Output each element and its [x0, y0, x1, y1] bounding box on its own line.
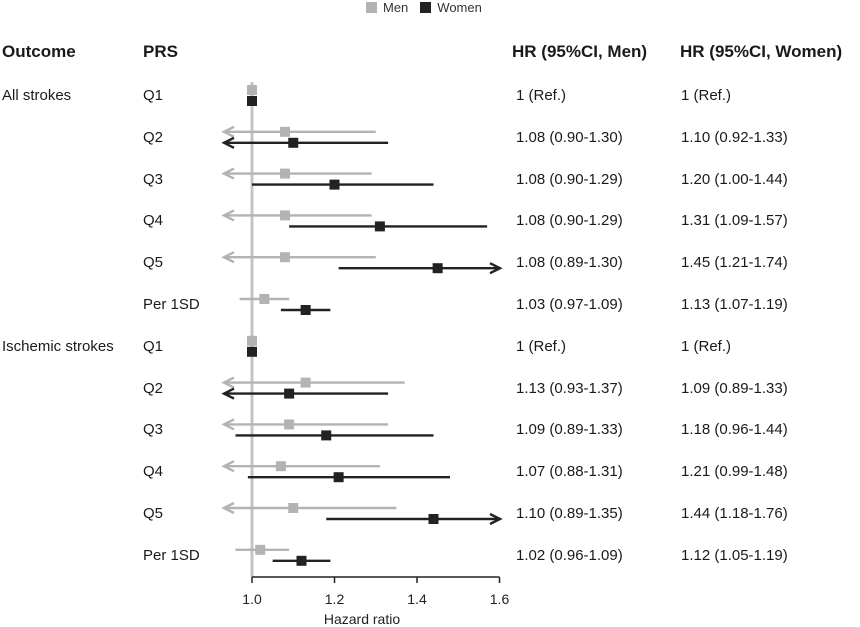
hr-women-value: 1.20 (1.00-1.44) — [681, 170, 788, 188]
women-point — [247, 346, 257, 357]
prs-label: Q3 — [143, 421, 164, 439]
women-point — [374, 221, 385, 232]
header-outcome: Outcome — [2, 42, 76, 61]
hr-men-value: 1 (Ref.) — [516, 87, 567, 104]
prs-label: Per 1SD — [143, 546, 200, 564]
prs-label: Q5 — [143, 254, 164, 272]
men-point — [275, 461, 286, 472]
header-hr-men: HR (95%CI, Men) — [512, 42, 648, 61]
men-ci-arrow-left — [221, 251, 235, 264]
hr-men-value: 1.10 (0.89-1.35) — [516, 505, 623, 522]
legend-swatch-men — [366, 2, 377, 13]
women-point — [333, 472, 344, 483]
legend: Men Women — [366, 0, 494, 15]
prs-label: Q4 — [143, 212, 164, 230]
hr-women-value: 1.13 (1.07-1.19) — [681, 296, 788, 313]
hr-men-value: 1.08 (0.89-1.30) — [516, 254, 623, 272]
men-ci-arrow-left — [221, 460, 235, 473]
men-point — [259, 294, 270, 304]
x-tick-label: 1.0 — [242, 591, 262, 607]
legend-item-women: Women — [420, 0, 482, 15]
outcome-label: All strokes — [2, 87, 72, 104]
hr-men-value: 1.02 (0.96-1.09) — [516, 546, 623, 564]
women-ci-arrow-right — [489, 262, 503, 275]
hr-women-value: 1.45 (1.21-1.74) — [681, 254, 788, 272]
men-ci-arrow-left — [221, 376, 235, 389]
prs-label: Q5 — [143, 505, 164, 522]
x-tick-label: 1.4 — [407, 591, 427, 607]
men-point — [280, 210, 290, 221]
legend-item-men: Men — [366, 0, 408, 15]
hr-men-value: 1.09 (0.89-1.33) — [516, 421, 623, 439]
men-point — [255, 544, 266, 555]
hr-women-value: 1.21 (0.99-1.48) — [681, 463, 788, 481]
men-ci-arrow-left — [221, 501, 235, 515]
men-point — [300, 377, 311, 388]
women-point — [296, 555, 307, 566]
women-point — [432, 263, 443, 274]
prs-label: Q1 — [143, 87, 164, 104]
hr-men-value: 1.08 (0.90-1.29) — [516, 212, 623, 230]
prs-label: Q1 — [143, 337, 164, 355]
hr-men-value: 1.13 (0.93-1.37) — [516, 379, 623, 397]
hr-women-value: 1.18 (0.96-1.44) — [681, 421, 788, 439]
x-axis-label: Hazard ratio — [324, 611, 400, 627]
x-tick-label: 1.2 — [325, 591, 345, 607]
hr-women-value: 1.12 (1.05-1.19) — [681, 546, 788, 564]
legend-swatch-women — [420, 2, 432, 13]
men-ci-arrow-left — [221, 209, 235, 222]
women-ci-arrow-left — [221, 387, 235, 400]
hr-men-value: 1.03 (0.97-1.09) — [516, 296, 623, 313]
prs-label: Q2 — [143, 128, 164, 146]
men-ci-arrow-left — [221, 167, 235, 180]
men-point — [280, 168, 290, 179]
prs-label: Q2 — [143, 379, 164, 397]
women-point — [284, 388, 295, 399]
legend-label-men: Men — [383, 0, 409, 15]
women-ci-arrow-left — [221, 136, 235, 149]
prs-label: Per 1SD — [143, 296, 200, 313]
men-ci-arrow-left — [221, 125, 235, 138]
legend-label-women: Women — [437, 0, 482, 15]
hr-men-value: 1.07 (0.88-1.31) — [516, 463, 623, 481]
women-ci-arrow-right — [489, 512, 503, 526]
header-hr-women: HR (95%CI, Women) — [680, 42, 843, 61]
hr-men-value: 1.08 (0.90-1.29) — [516, 170, 623, 188]
men-point — [288, 503, 299, 513]
men-point — [247, 335, 257, 346]
women-point — [428, 514, 439, 524]
women-point — [288, 137, 299, 148]
men-point — [247, 85, 257, 95]
hr-women-value: 1.44 (1.18-1.76) — [681, 505, 788, 522]
hr-women-value: 1 (Ref.) — [681, 87, 732, 104]
hr-men-value: 1.08 (0.90-1.30) — [516, 128, 623, 146]
men-point — [280, 126, 290, 137]
men-point — [284, 419, 295, 430]
prs-label: Q3 — [143, 170, 164, 188]
outcome-label: Ischemic strokes — [2, 337, 114, 355]
hr-women-value: 1.09 (0.89-1.33) — [681, 379, 788, 397]
women-point — [321, 430, 332, 441]
header-prs: PRS — [143, 42, 178, 61]
hr-women-value: 1.31 (1.09-1.57) — [681, 212, 788, 230]
hr-women-value: 1.10 (0.92-1.33) — [681, 128, 788, 146]
hr-men-value: 1 (Ref.) — [516, 337, 567, 355]
prs-label: Q4 — [143, 463, 164, 481]
women-point — [300, 305, 311, 315]
x-tick-label: 1.6 — [490, 591, 510, 607]
hr-women-value: 1 (Ref.) — [681, 337, 732, 355]
men-ci-arrow-left — [221, 418, 235, 431]
men-point — [280, 252, 290, 263]
women-point — [329, 179, 340, 190]
women-point — [247, 96, 257, 106]
